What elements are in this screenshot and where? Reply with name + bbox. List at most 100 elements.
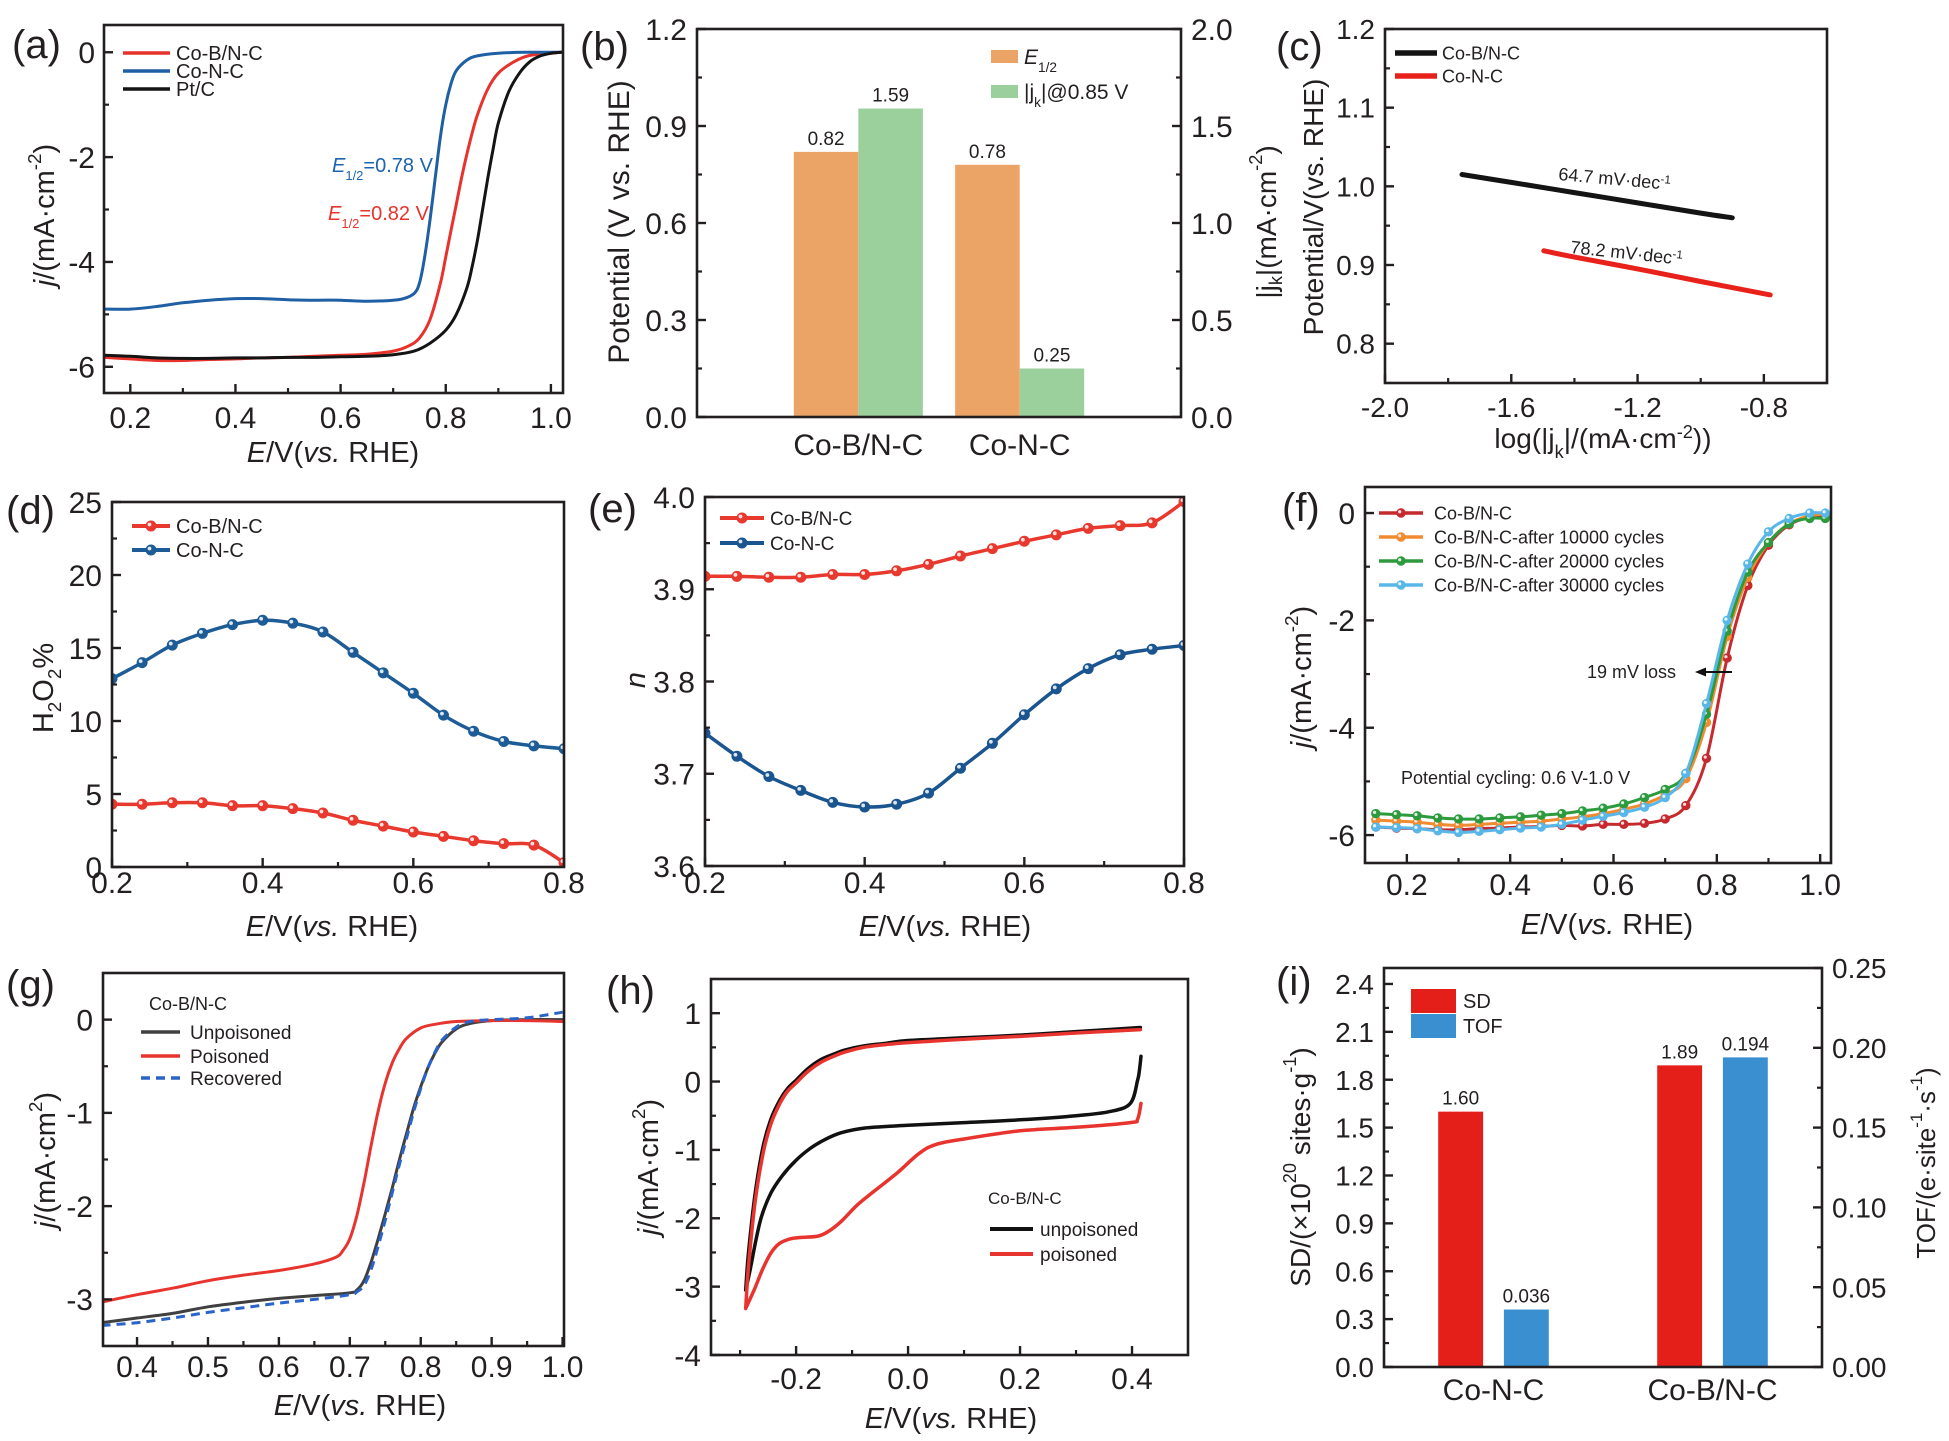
data-point xyxy=(827,796,839,808)
data-point-highlight xyxy=(168,641,173,646)
text-span: Co-N-C xyxy=(969,429,1071,462)
data-point-highlight xyxy=(1662,794,1666,798)
data-point xyxy=(731,570,743,582)
x-tick-label: 0.6 xyxy=(392,867,434,900)
text-span: 0.00 xyxy=(1832,1352,1887,1383)
y-tick-label: -2 xyxy=(674,1203,701,1236)
text-span: -0.2 xyxy=(770,1363,822,1396)
y-axis-title: SD/(×1020 sites·g-1) xyxy=(1280,1047,1316,1286)
annotation: 19 mV loss xyxy=(1587,662,1676,682)
text-span: 0.2 xyxy=(999,1363,1041,1396)
y-tick-label: 1.2 xyxy=(1335,1161,1374,1192)
y-axis-title: H2O2% xyxy=(28,643,65,733)
series-line-poisoned xyxy=(103,1018,564,1304)
x-tick-label: 0.2 xyxy=(91,867,133,900)
text-span: 2.4 xyxy=(1335,969,1374,1000)
data-point xyxy=(145,544,157,556)
text-span: 0.82 xyxy=(808,129,845,150)
x-axis-title: log(|jk|/(mA·cm-2)) xyxy=(1494,422,1711,462)
y2-tick-label: 0.10 xyxy=(1832,1192,1887,1223)
data-point-highlight xyxy=(1116,651,1121,656)
y-tick-label: 10 xyxy=(69,706,102,739)
panel-c: 0.8 0.9 1.0 1.1 1.2 -2.0 -1.6 -1.2 -0.8 log(|jk|/… xyxy=(1276,14,1829,462)
text-span: SD xyxy=(1463,991,1491,1013)
text-span: /(mA·cm xyxy=(633,1119,665,1229)
data-point-highlight xyxy=(1398,510,1402,514)
bar-value-label: 0.82 xyxy=(808,129,845,150)
data-point-highlight xyxy=(1398,534,1402,538)
text-span: E xyxy=(328,203,342,225)
data-point-highlight xyxy=(379,822,384,827)
series-line-recovered xyxy=(103,1010,563,1327)
text-span: -2 xyxy=(66,1191,93,1224)
data-point xyxy=(1495,813,1505,823)
data-point xyxy=(1722,615,1732,626)
legend-swatch xyxy=(1411,1014,1456,1038)
y2-axis-title: |jk|(mA·cm-2) xyxy=(1246,145,1286,298)
y-tick-label: 3.8 xyxy=(653,666,695,699)
data-point xyxy=(257,614,269,626)
data-point-highlight xyxy=(1806,510,1811,514)
text-span: RHE) xyxy=(958,1403,1037,1435)
legend-item: Co-B/N-C-after 30000 cycles xyxy=(1379,575,1664,595)
data-point-highlight xyxy=(440,711,444,716)
text-span: Co-B/N-C xyxy=(176,43,263,65)
text-span: 1.59 xyxy=(872,86,909,107)
text-span: 1.2 xyxy=(645,14,687,47)
bar-value-label: 0.25 xyxy=(1033,346,1070,367)
x-tick-label: 0.5 xyxy=(187,1351,229,1384)
text-span: 1.60 xyxy=(1442,1089,1479,1110)
data-point xyxy=(1050,683,1062,695)
data-point-highlight xyxy=(925,789,929,794)
series-line-co-n-c xyxy=(705,643,1184,809)
text-span: 0.0 xyxy=(1191,402,1233,435)
legend: SD TOF xyxy=(1411,989,1503,1038)
x-axis-title: E/V(vs. RHE) xyxy=(859,911,1031,943)
data-point xyxy=(1536,810,1546,820)
data-point-highlight xyxy=(1662,786,1666,790)
text-span: /V( xyxy=(884,1403,921,1435)
data-point xyxy=(1743,559,1753,569)
text-span: Co-B/N-C-after 20000 cycles xyxy=(1434,551,1664,571)
legend-item: Recovered xyxy=(141,1069,282,1090)
legend-item: Co-B/N-C-after 10000 cycles xyxy=(1379,527,1664,547)
x-axis-title: E/V(vs. RHE) xyxy=(246,911,418,943)
bar-value-label: 0.78 xyxy=(969,142,1006,163)
data-point-highlight xyxy=(1496,815,1501,819)
text-span: -2 xyxy=(24,153,45,170)
panel-label: (f) xyxy=(1282,486,1320,530)
data-point-highlight xyxy=(893,567,897,572)
y-axis-title: j/(mA·cm-2) xyxy=(1281,606,1318,752)
text-span: RHE) xyxy=(367,1390,446,1422)
text-span: 1.2 xyxy=(1336,14,1375,45)
text-span: |j xyxy=(1251,285,1282,299)
data-point-highlight xyxy=(147,522,152,527)
text-span: -1.2 xyxy=(1613,392,1661,423)
data-point-highlight xyxy=(765,773,770,777)
text-span: 1.5 xyxy=(1191,111,1233,144)
data-point xyxy=(1453,814,1464,824)
data-point-highlight xyxy=(1372,810,1377,814)
x-tick-label: 0.2 xyxy=(109,402,151,435)
data-point-highlight xyxy=(1414,812,1418,817)
data-point-highlight xyxy=(1765,528,1769,533)
data-point-highlight xyxy=(1148,645,1153,650)
series-line-unpoisoned xyxy=(103,1018,564,1325)
data-point xyxy=(1557,819,1567,830)
y-tick-label: 0 xyxy=(85,852,102,885)
data-point-highlight xyxy=(1476,816,1480,820)
y-tick-label: -3 xyxy=(66,1284,93,1317)
text-span: (g) xyxy=(6,963,55,1007)
data-point xyxy=(1701,698,1712,709)
y-tick-label: 15 xyxy=(69,633,102,666)
text-span: ·s xyxy=(1911,1091,1941,1113)
data-point xyxy=(468,835,480,847)
text-span: Recovered xyxy=(190,1069,282,1090)
data-point-highlight xyxy=(989,739,993,744)
text-span: -2 xyxy=(68,142,95,175)
data-point xyxy=(136,657,148,669)
text-span: |j xyxy=(1024,81,1034,104)
data-point xyxy=(166,639,178,651)
text-span: /(mA·cm xyxy=(29,170,61,280)
data-point xyxy=(1557,808,1567,819)
